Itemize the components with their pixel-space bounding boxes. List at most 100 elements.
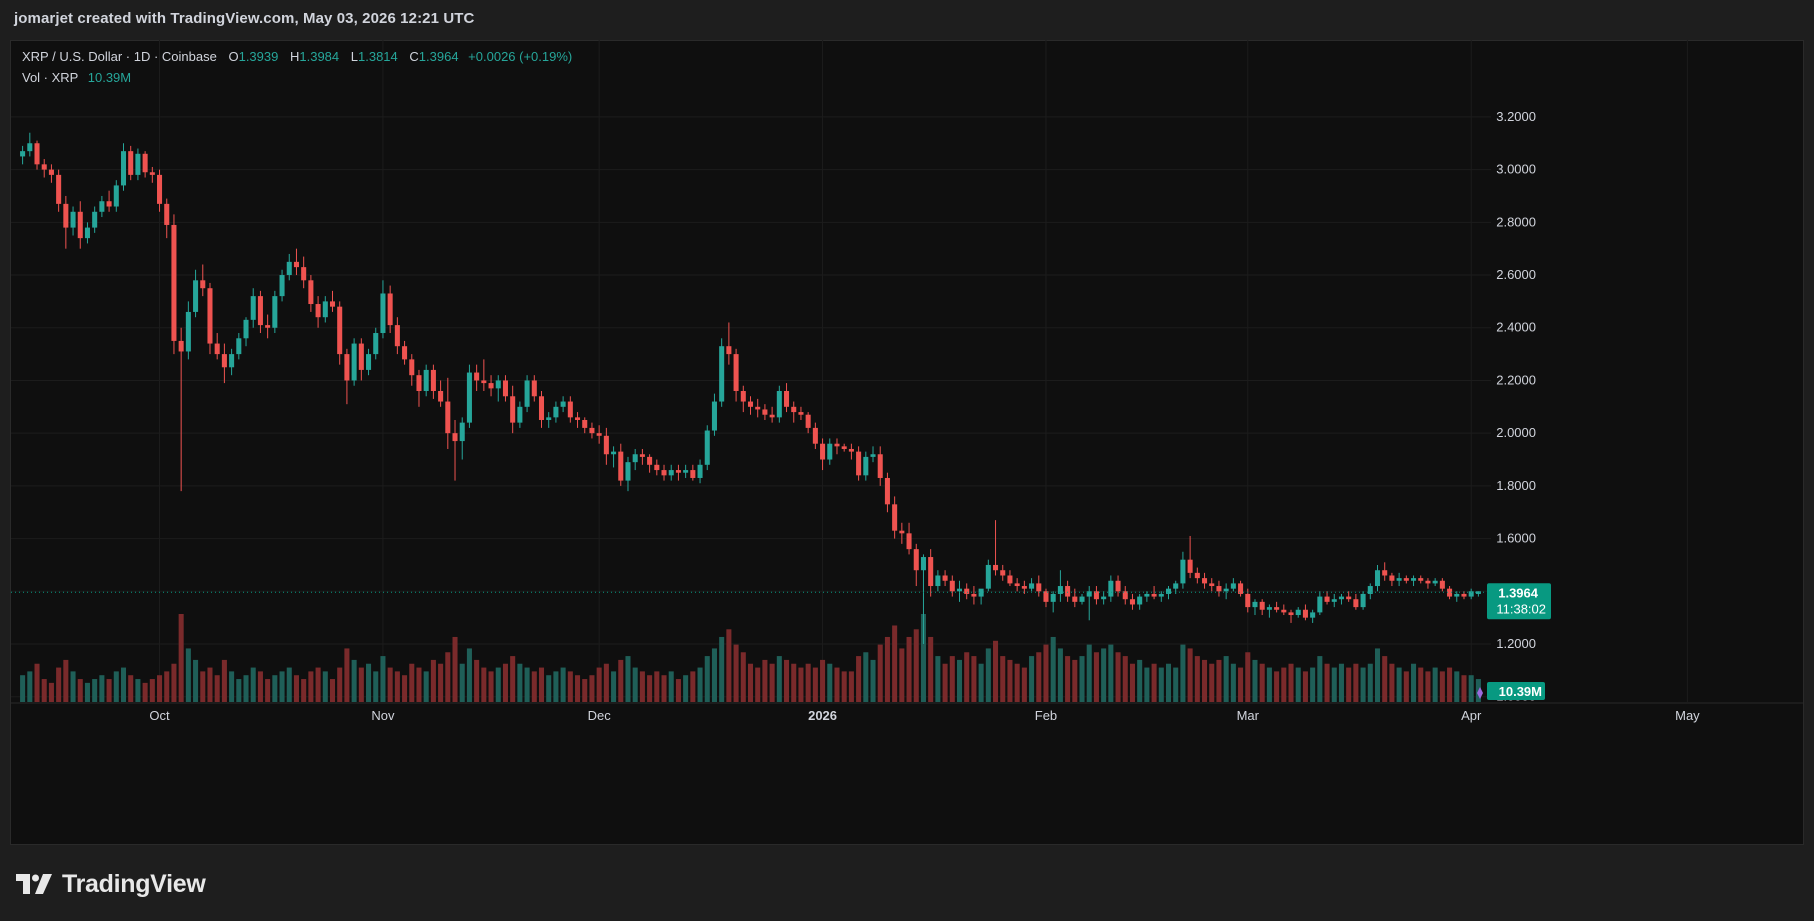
- candle-body[interactable]: [1101, 596, 1107, 600]
- candle-body[interactable]: [1187, 559, 1193, 573]
- candle-body[interactable]: [236, 338, 242, 355]
- candle-body[interactable]: [603, 435, 609, 455]
- candle-body[interactable]: [394, 325, 400, 347]
- candle-body[interactable]: [409, 359, 415, 376]
- candle-body[interactable]: [863, 456, 869, 476]
- candle-body[interactable]: [48, 169, 54, 175]
- candle-body[interactable]: [41, 164, 47, 170]
- candle-body[interactable]: [1302, 609, 1308, 618]
- candle-body[interactable]: [113, 185, 119, 207]
- candle-body[interactable]: [654, 464, 660, 471]
- candle-body[interactable]: [1230, 583, 1236, 589]
- candle-body[interactable]: [683, 470, 689, 473]
- candle-body[interactable]: [77, 211, 83, 239]
- candle-body[interactable]: [70, 211, 76, 228]
- candle-body[interactable]: [949, 580, 955, 592]
- candle-body[interactable]: [740, 391, 746, 402]
- candle-body[interactable]: [884, 477, 890, 505]
- candle-body[interactable]: [257, 296, 263, 326]
- candle-body[interactable]: [942, 575, 948, 581]
- candle-body[interactable]: [856, 451, 862, 476]
- candle-body[interactable]: [452, 433, 458, 442]
- candle-body[interactable]: [690, 470, 696, 478]
- candle-body[interactable]: [430, 369, 436, 391]
- candle-body[interactable]: [1000, 570, 1006, 576]
- candle-body[interactable]: [1014, 583, 1020, 587]
- candle-body[interactable]: [1079, 596, 1085, 602]
- candle-body[interactable]: [784, 391, 790, 407]
- candle-body[interactable]: [1353, 599, 1359, 608]
- candle-body[interactable]: [279, 275, 285, 297]
- candle-body[interactable]: [1238, 583, 1244, 594]
- candle-body[interactable]: [1129, 599, 1135, 605]
- candle-body[interactable]: [769, 414, 775, 418]
- candle-body[interactable]: [1382, 570, 1388, 576]
- candle-body[interactable]: [120, 151, 127, 186]
- candle-body[interactable]: [1439, 580, 1445, 589]
- candle-body[interactable]: [618, 451, 624, 481]
- candle-body[interactable]: [1158, 593, 1164, 597]
- candle-body[interactable]: [1331, 599, 1337, 602]
- candle-body[interactable]: [848, 448, 854, 452]
- candle-body[interactable]: [1475, 591, 1481, 594]
- candle-body[interactable]: [733, 354, 739, 391]
- candle-body[interactable]: [329, 301, 336, 307]
- candle-body[interactable]: [697, 464, 703, 478]
- candle-body[interactable]: [1050, 593, 1056, 602]
- candle-body[interactable]: [1324, 596, 1330, 602]
- candle-body[interactable]: [135, 153, 141, 175]
- candle-body[interactable]: [1252, 601, 1258, 608]
- candle-body[interactable]: [488, 383, 494, 389]
- candle-body[interactable]: [322, 301, 328, 318]
- candle-body[interactable]: [1447, 588, 1453, 597]
- candle-body[interactable]: [928, 557, 934, 587]
- candle-body[interactable]: [538, 396, 545, 420]
- candle-body[interactable]: [1259, 601, 1265, 610]
- candle-body[interactable]: [1144, 593, 1150, 597]
- candle-body[interactable]: [827, 443, 833, 460]
- candle-body[interactable]: [978, 588, 984, 597]
- candle-body[interactable]: [1194, 572, 1200, 579]
- candle-body[interactable]: [416, 375, 422, 391]
- candle-body[interactable]: [200, 280, 206, 289]
- candle-body[interactable]: [596, 433, 602, 436]
- candle-body[interactable]: [877, 454, 883, 478]
- candle-body[interactable]: [34, 143, 40, 165]
- candle-body[interactable]: [344, 354, 350, 381]
- candle-body[interactable]: [567, 401, 573, 418]
- candle-body[interactable]: [913, 549, 919, 571]
- candle-body[interactable]: [1461, 593, 1467, 597]
- candle-body[interactable]: [423, 369, 429, 391]
- candle-body[interactable]: [1432, 580, 1438, 584]
- candle-body[interactable]: [1223, 588, 1229, 592]
- candle-body[interactable]: [956, 588, 963, 592]
- candle-body[interactable]: [870, 454, 876, 457]
- candle-body[interactable]: [337, 306, 343, 355]
- candle-body[interactable]: [438, 391, 444, 402]
- candle-body[interactable]: [308, 280, 314, 305]
- candle-body[interactable]: [892, 504, 898, 531]
- candle-body[interactable]: [639, 454, 645, 457]
- candle-body[interactable]: [1151, 593, 1157, 597]
- candle-body[interactable]: [560, 401, 566, 407]
- candle-body[interactable]: [265, 325, 271, 328]
- candle-body[interactable]: [27, 143, 33, 152]
- candle-body[interactable]: [1454, 593, 1460, 597]
- candle-body[interactable]: [711, 401, 717, 431]
- candle-body[interactable]: [178, 340, 184, 352]
- candle-body[interactable]: [805, 414, 811, 428]
- candle-body[interactable]: [531, 380, 537, 397]
- candle-body[interactable]: [1403, 578, 1409, 581]
- candle-body[interactable]: [1288, 612, 1294, 616]
- candle-body[interactable]: [747, 401, 754, 407]
- candle-body[interactable]: [647, 456, 653, 465]
- candle-body[interactable]: [812, 427, 818, 444]
- candle-body[interactable]: [84, 227, 90, 239]
- candle-body[interactable]: [1295, 609, 1301, 616]
- candle-body[interactable]: [517, 406, 523, 423]
- candle-body[interactable]: [762, 409, 768, 415]
- candle-body[interactable]: [1165, 588, 1172, 594]
- candle-body[interactable]: [971, 593, 977, 597]
- candle-body[interactable]: [589, 427, 595, 434]
